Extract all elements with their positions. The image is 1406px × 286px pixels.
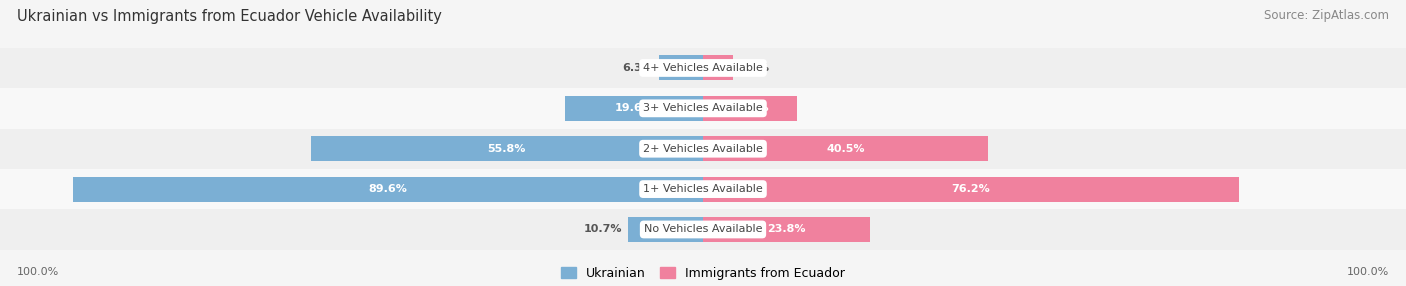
Bar (0, 128, 1406, 169)
Bar (0, 88, 1406, 128)
Bar (703, 96, 797, 121)
Text: No Vehicles Available: No Vehicles Available (644, 225, 762, 235)
Text: 100.0%: 100.0% (1347, 267, 1389, 277)
Text: Source: ZipAtlas.com: Source: ZipAtlas.com (1264, 9, 1389, 21)
Text: Ukrainian vs Immigrants from Ecuador Vehicle Availability: Ukrainian vs Immigrants from Ecuador Veh… (17, 9, 441, 23)
Text: 1+ Vehicles Available: 1+ Vehicles Available (643, 184, 763, 194)
Text: 19.6%: 19.6% (614, 103, 654, 113)
Text: 2+ Vehicles Available: 2+ Vehicles Available (643, 144, 763, 154)
Text: 100.0%: 100.0% (17, 267, 59, 277)
Text: 76.2%: 76.2% (952, 184, 990, 194)
Bar (0, 48, 1406, 88)
Bar (0, 169, 1406, 209)
Bar (703, 55, 733, 80)
Text: 89.6%: 89.6% (368, 184, 408, 194)
Legend: Ukrainian, Immigrants from Ecuador: Ukrainian, Immigrants from Ecuador (561, 267, 845, 280)
Bar (565, 96, 703, 121)
Bar (703, 217, 870, 242)
Text: 4+ Vehicles Available: 4+ Vehicles Available (643, 63, 763, 73)
Text: 6.3%: 6.3% (623, 63, 652, 73)
Text: 55.8%: 55.8% (488, 144, 526, 154)
Text: 40.5%: 40.5% (827, 144, 865, 154)
Bar (311, 136, 703, 161)
Text: 10.7%: 10.7% (583, 225, 621, 235)
Bar (627, 217, 703, 242)
Bar (0, 209, 1406, 250)
Bar (73, 176, 703, 202)
Text: 13.4%: 13.4% (731, 103, 769, 113)
Bar (658, 55, 703, 80)
Text: 4.2%: 4.2% (738, 63, 769, 73)
Text: 23.8%: 23.8% (768, 225, 806, 235)
Bar (703, 136, 987, 161)
Text: 3+ Vehicles Available: 3+ Vehicles Available (643, 103, 763, 113)
Bar (703, 176, 1239, 202)
